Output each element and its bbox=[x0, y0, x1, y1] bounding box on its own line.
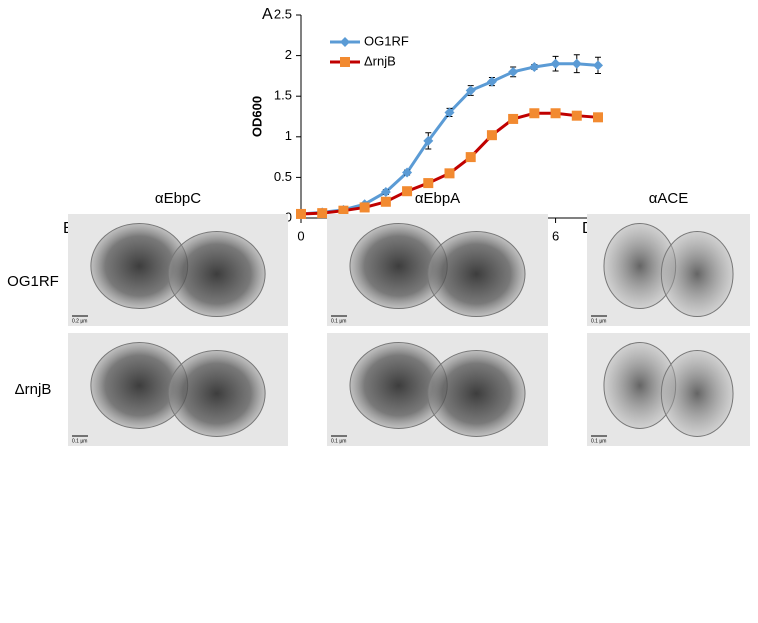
scale-bar-label: 0.1 µm bbox=[72, 438, 87, 444]
y-tick-label: 1 bbox=[285, 128, 292, 143]
data-point bbox=[380, 196, 391, 207]
data-point bbox=[402, 186, 413, 197]
scale-bar-label: 0.2 µm bbox=[72, 318, 87, 324]
bacterium-cell bbox=[427, 350, 526, 437]
data-point bbox=[444, 168, 455, 179]
row-label: OG1RF bbox=[7, 273, 59, 290]
row-label: ΔrnjB bbox=[15, 381, 52, 398]
data-point bbox=[593, 60, 603, 71]
y-tick-label: 1.5 bbox=[274, 88, 292, 103]
micrographs: αEbpCB0.2 µm0.1 µmαEbpAC0.1 µm0.1 µmαACE… bbox=[7, 190, 750, 446]
column-label: αACE bbox=[649, 190, 689, 207]
bacterium-cell bbox=[660, 350, 734, 437]
scale-bar-label: 0.1 µm bbox=[591, 318, 606, 324]
scale-bar-label: 0.1 µm bbox=[331, 318, 346, 324]
data-point bbox=[444, 107, 455, 118]
data-point bbox=[423, 178, 434, 189]
data-point bbox=[423, 135, 434, 146]
legend-label: ΔrnjB bbox=[364, 53, 396, 68]
data-point bbox=[380, 187, 391, 198]
data-point bbox=[571, 110, 582, 121]
bacterium-cell bbox=[167, 230, 266, 318]
bacterium-cell bbox=[660, 230, 734, 318]
data-point bbox=[465, 152, 476, 163]
x-tick-label: 6 bbox=[552, 228, 559, 243]
y-tick-label: 0 bbox=[285, 209, 292, 224]
data-point bbox=[317, 208, 328, 219]
data-point bbox=[529, 108, 540, 119]
column-label: αEbpA bbox=[415, 190, 460, 207]
legend-marker bbox=[340, 57, 350, 67]
y-tick-label: 2.5 bbox=[274, 6, 292, 21]
data-point bbox=[508, 66, 519, 77]
data-point bbox=[359, 202, 370, 213]
bacterium-cell bbox=[167, 350, 266, 437]
data-point bbox=[338, 205, 349, 216]
legend-marker bbox=[340, 37, 350, 47]
data-point bbox=[571, 58, 582, 69]
y-axis-label: OD600 bbox=[249, 96, 264, 137]
legend-label: OG1RF bbox=[364, 33, 409, 48]
scale-bar-label: 0.1 µm bbox=[591, 438, 606, 444]
column-label: αEbpC bbox=[155, 190, 201, 207]
x-tick-label: 0 bbox=[297, 228, 304, 243]
data-point bbox=[486, 76, 497, 87]
data-point bbox=[550, 108, 561, 119]
panel-label: A bbox=[262, 6, 273, 23]
data-point bbox=[486, 130, 497, 141]
data-point bbox=[508, 113, 519, 124]
scale-bar-label: 0.1 µm bbox=[331, 438, 346, 444]
data-point bbox=[296, 208, 306, 219]
y-tick-label: 0.5 bbox=[274, 169, 292, 184]
y-tick-label: 2 bbox=[285, 47, 292, 62]
data-point bbox=[465, 85, 476, 96]
data-point bbox=[550, 58, 561, 69]
bacterium-cell bbox=[427, 230, 526, 318]
data-point bbox=[529, 61, 540, 72]
data-point bbox=[593, 112, 603, 123]
data-point bbox=[402, 167, 413, 178]
